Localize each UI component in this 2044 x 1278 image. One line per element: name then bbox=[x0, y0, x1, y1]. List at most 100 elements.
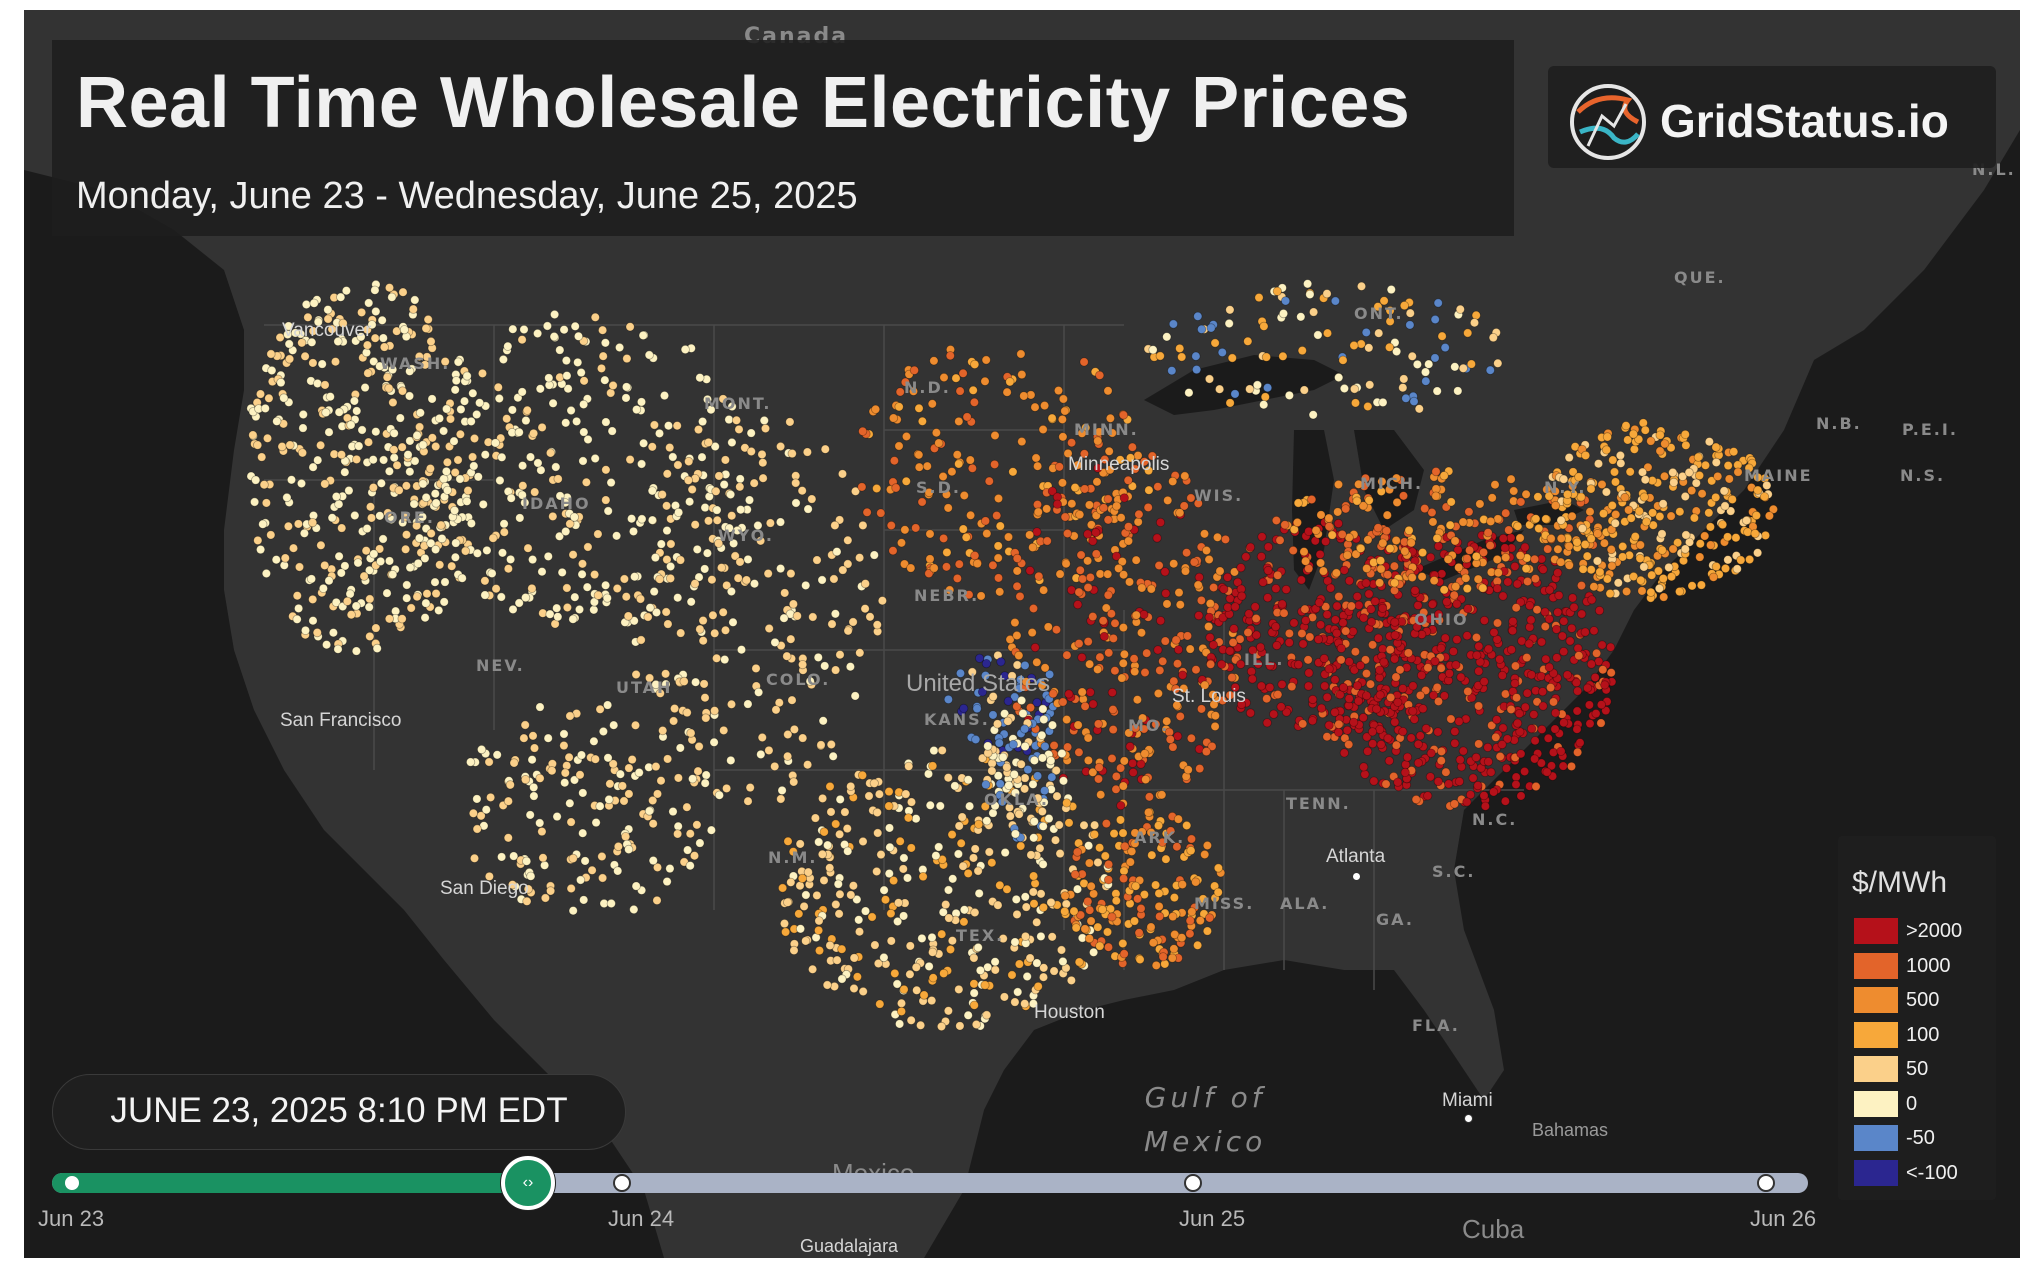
price-node-dot[interactable] bbox=[1074, 747, 1084, 757]
price-node-dot[interactable] bbox=[1284, 637, 1294, 648]
price-node-dot[interactable] bbox=[514, 427, 524, 437]
price-node-dot[interactable] bbox=[402, 593, 412, 603]
price-node-dot[interactable] bbox=[943, 1006, 954, 1016]
price-node-dot[interactable] bbox=[954, 416, 964, 426]
price-node-dot[interactable] bbox=[384, 283, 395, 293]
price-node-dot[interactable] bbox=[1088, 536, 1098, 546]
price-node-dot[interactable] bbox=[735, 482, 745, 492]
price-node-dot[interactable] bbox=[1050, 835, 1061, 845]
price-node-dot[interactable] bbox=[1390, 617, 1400, 627]
price-node-dot[interactable] bbox=[1038, 704, 1048, 714]
price-node-dot[interactable] bbox=[1255, 642, 1266, 652]
price-node-dot[interactable] bbox=[1086, 881, 1096, 891]
price-node-dot[interactable] bbox=[998, 933, 1008, 944]
price-node-dot[interactable] bbox=[661, 679, 671, 689]
price-node-dot[interactable] bbox=[898, 911, 909, 921]
price-node-dot[interactable] bbox=[1075, 565, 1085, 575]
price-node-dot[interactable] bbox=[1587, 595, 1597, 605]
price-node-dot[interactable] bbox=[1083, 556, 1093, 566]
price-node-dot[interactable] bbox=[520, 774, 531, 785]
price-node-dot[interactable] bbox=[1629, 571, 1639, 582]
price-node-dot[interactable] bbox=[1522, 688, 1532, 698]
price-node-dot[interactable] bbox=[850, 691, 860, 701]
price-node-dot[interactable] bbox=[1727, 494, 1737, 504]
price-node-dot[interactable] bbox=[1446, 497, 1456, 507]
price-node-dot[interactable] bbox=[1498, 723, 1508, 733]
price-node-dot[interactable] bbox=[801, 936, 811, 946]
price-node-dot[interactable] bbox=[1444, 779, 1454, 789]
price-node-dot[interactable] bbox=[1035, 843, 1045, 853]
price-node-dot[interactable] bbox=[827, 619, 837, 629]
price-node-dot[interactable] bbox=[687, 484, 697, 495]
price-node-dot[interactable] bbox=[1074, 957, 1084, 967]
price-node-dot[interactable] bbox=[1425, 614, 1435, 624]
price-node-dot[interactable] bbox=[1506, 533, 1516, 543]
price-node-dot[interactable] bbox=[1339, 565, 1349, 575]
price-node-dot[interactable] bbox=[1191, 665, 1201, 675]
price-node-dot[interactable] bbox=[503, 796, 513, 806]
price-node-dot[interactable] bbox=[1322, 692, 1332, 702]
price-node-dot[interactable] bbox=[1369, 776, 1379, 786]
price-node-dot[interactable] bbox=[995, 779, 1005, 789]
price-node-dot[interactable] bbox=[1506, 474, 1516, 484]
price-node-dot[interactable] bbox=[384, 383, 394, 393]
price-node-dot[interactable] bbox=[1478, 583, 1488, 593]
price-node-dot[interactable] bbox=[600, 580, 611, 590]
price-node-dot[interactable] bbox=[258, 519, 268, 529]
price-node-dot[interactable] bbox=[494, 393, 504, 404]
price-node-dot[interactable] bbox=[1215, 566, 1225, 576]
price-node-dot[interactable] bbox=[1473, 680, 1483, 691]
price-node-dot[interactable] bbox=[1130, 838, 1140, 849]
price-node-dot[interactable] bbox=[1534, 523, 1544, 534]
price-node-dot[interactable] bbox=[1658, 573, 1668, 584]
price-node-dot[interactable] bbox=[1666, 511, 1676, 521]
price-node-dot[interactable] bbox=[421, 598, 431, 608]
price-node-dot[interactable] bbox=[324, 576, 334, 586]
price-node-dot[interactable] bbox=[849, 983, 859, 994]
price-node-dot[interactable] bbox=[1157, 790, 1167, 800]
price-node-dot[interactable] bbox=[1225, 305, 1235, 315]
price-node-dot[interactable] bbox=[1168, 911, 1178, 922]
price-node-dot[interactable] bbox=[275, 332, 285, 343]
price-node-dot[interactable] bbox=[777, 883, 788, 893]
price-node-dot[interactable] bbox=[695, 838, 705, 848]
price-node-dot[interactable] bbox=[1140, 749, 1150, 759]
price-node-dot[interactable] bbox=[1196, 704, 1207, 714]
price-node-dot[interactable] bbox=[843, 626, 853, 636]
price-node-dot[interactable] bbox=[885, 842, 895, 852]
price-node-dot[interactable] bbox=[1263, 542, 1274, 552]
price-node-dot[interactable] bbox=[612, 583, 622, 594]
price-node-dot[interactable] bbox=[404, 391, 415, 401]
price-node-dot[interactable] bbox=[476, 744, 487, 755]
price-node-dot[interactable] bbox=[297, 448, 308, 458]
price-node-dot[interactable] bbox=[1486, 516, 1496, 526]
price-node-dot[interactable] bbox=[578, 828, 588, 838]
price-node-dot[interactable] bbox=[1076, 550, 1086, 560]
price-node-dot[interactable] bbox=[1639, 562, 1649, 572]
price-node-dot[interactable] bbox=[414, 533, 424, 543]
price-node-dot[interactable] bbox=[873, 958, 884, 969]
price-node-dot[interactable] bbox=[480, 576, 490, 586]
price-node-dot[interactable] bbox=[503, 564, 513, 574]
price-node-dot[interactable] bbox=[1204, 612, 1214, 622]
price-node-dot[interactable] bbox=[901, 431, 912, 442]
price-node-dot[interactable] bbox=[293, 603, 304, 614]
price-node-dot[interactable] bbox=[405, 467, 415, 477]
price-node-dot[interactable] bbox=[1089, 829, 1100, 840]
price-node-dot[interactable] bbox=[368, 455, 378, 465]
price-node-dot[interactable] bbox=[1458, 517, 1468, 527]
price-node-dot[interactable] bbox=[1363, 746, 1373, 756]
price-node-dot[interactable] bbox=[397, 386, 408, 396]
price-node-dot[interactable] bbox=[1171, 684, 1181, 694]
price-node-dot[interactable] bbox=[1153, 820, 1164, 831]
price-node-dot[interactable] bbox=[507, 880, 518, 890]
price-node-dot[interactable] bbox=[1515, 550, 1525, 561]
price-node-dot[interactable] bbox=[1202, 840, 1213, 851]
price-node-dot[interactable] bbox=[1168, 476, 1178, 486]
price-node-dot[interactable] bbox=[712, 515, 722, 525]
price-node-dot[interactable] bbox=[1119, 570, 1129, 580]
price-node-dot[interactable] bbox=[578, 788, 588, 798]
price-node-dot[interactable] bbox=[1498, 533, 1508, 544]
price-node-dot[interactable] bbox=[1418, 547, 1428, 558]
price-node-dot[interactable] bbox=[1114, 563, 1124, 574]
